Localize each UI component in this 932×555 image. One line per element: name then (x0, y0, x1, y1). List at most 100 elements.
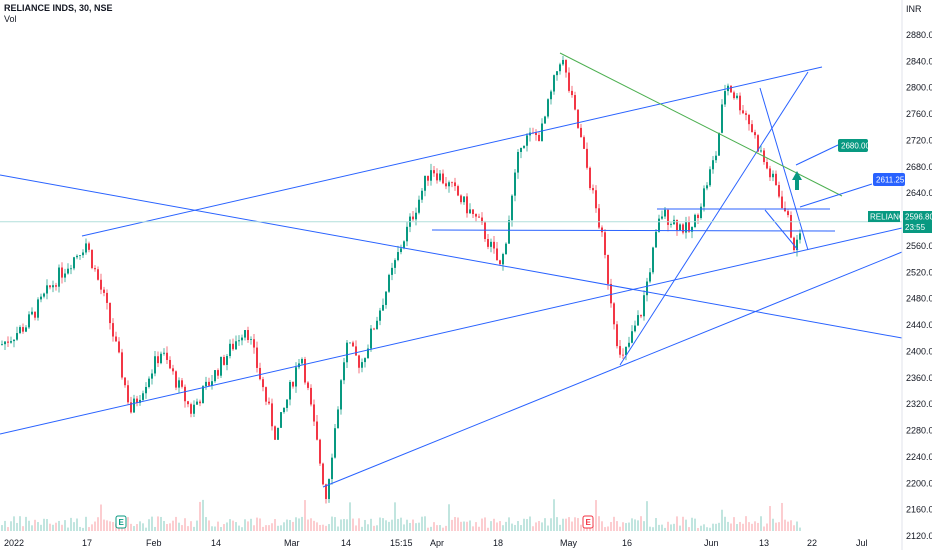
volume-bar (349, 502, 351, 531)
volume-bar (484, 517, 486, 531)
candle-body (667, 209, 669, 225)
candle-body (397, 252, 399, 261)
earnings-event-label: E (586, 518, 592, 527)
candle-body (424, 175, 426, 191)
volume-bar (28, 520, 30, 531)
price-tick-label: 2120.00 (906, 531, 932, 541)
candle-body (340, 380, 342, 410)
volume-bar (733, 517, 735, 531)
volume-bar (616, 521, 618, 531)
candle-body (640, 315, 642, 317)
volume-bar (421, 516, 423, 531)
time-axis[interactable]: 2022 17 Feb 14 Mar 14 15:15 Apr 18 May 16 Jun 13 22 Ju… (4, 538, 868, 548)
candle-body (595, 190, 597, 209)
candle-body (586, 148, 588, 168)
candle-body (679, 224, 681, 231)
candle-body (289, 382, 291, 400)
volume-bar (400, 517, 402, 531)
volume-bar (472, 526, 474, 531)
volume-bar (268, 525, 270, 531)
volume-bar (751, 523, 753, 531)
candle-body (538, 134, 540, 142)
candle-body (604, 232, 606, 255)
candle-body (241, 337, 243, 341)
volume-bar (742, 523, 744, 531)
candle-body (505, 243, 507, 255)
candle-body (385, 291, 387, 305)
time-tick-label: 17 (82, 538, 92, 548)
volume-bar (391, 519, 393, 531)
volume-bar (10, 521, 12, 531)
volume-bar (127, 517, 129, 531)
candle-body (442, 173, 444, 184)
candle-body (511, 195, 513, 221)
candle-body (634, 325, 636, 332)
volume-bar (274, 519, 276, 531)
trendline-drawings[interactable] (0, 52, 903, 488)
candle-body (700, 206, 702, 219)
candle-body (193, 404, 195, 414)
candle-body (655, 231, 657, 248)
volume-bar (412, 519, 414, 531)
candle-body (406, 226, 408, 242)
volume-bar (70, 517, 72, 531)
candle-body (556, 71, 558, 76)
volume-bar (688, 527, 690, 531)
volume-bar (769, 506, 771, 531)
volume-bar (745, 516, 747, 531)
candle-body (178, 380, 180, 388)
candle-body (106, 292, 108, 303)
candle-body (559, 64, 561, 72)
candle-body (451, 182, 453, 184)
candle-body (460, 195, 462, 203)
candle-body (793, 237, 795, 251)
candle-body (226, 356, 228, 365)
volume-bar (394, 502, 396, 531)
candle-body (361, 362, 363, 368)
candle-body (691, 226, 693, 232)
volume-bar (49, 523, 51, 531)
candle-body (310, 387, 312, 405)
volume-bar (538, 521, 540, 531)
volume-bar (184, 518, 186, 531)
candle-body (457, 186, 459, 196)
volume-bar (145, 527, 147, 531)
volume-bar (676, 516, 678, 531)
candle-body (715, 155, 717, 161)
volume-bar (316, 522, 318, 531)
volume-bar (589, 527, 591, 531)
up-arrow-marker (792, 171, 802, 190)
candle-body (82, 252, 84, 256)
price-axis[interactable]: INR 2120.00 2160.00 2200.00 2240.00 2280.00 23… (901, 0, 932, 550)
candle-body (97, 269, 99, 280)
volume-bar (277, 525, 279, 531)
volume-bar (568, 517, 570, 531)
volume-bar (490, 521, 492, 531)
price-tick-label: 2320.00 (906, 399, 932, 409)
volume-label[interactable]: Vol (4, 14, 17, 24)
volume-bar (655, 518, 657, 531)
symbol-title[interactable]: RELIANCE INDS, 30, NSE (4, 3, 113, 13)
candle-body (232, 343, 234, 350)
volume-bar (109, 521, 111, 531)
candle-body (343, 362, 345, 381)
trendline (0, 227, 903, 435)
volume-bar (778, 522, 780, 531)
volume-bar (673, 523, 675, 531)
candle-body (229, 343, 231, 357)
candle-body (55, 285, 57, 287)
candle-body (382, 304, 384, 311)
volume-bar (520, 525, 522, 531)
candle-body (445, 183, 447, 187)
candle-body (694, 214, 696, 227)
volume-bar (685, 519, 687, 531)
price-countdown: 23:55 (905, 223, 926, 232)
candle-body (514, 172, 516, 196)
volume-bar (256, 517, 258, 531)
volume-bar (604, 527, 606, 531)
candle-body (376, 320, 378, 330)
volume-bar (295, 517, 297, 531)
